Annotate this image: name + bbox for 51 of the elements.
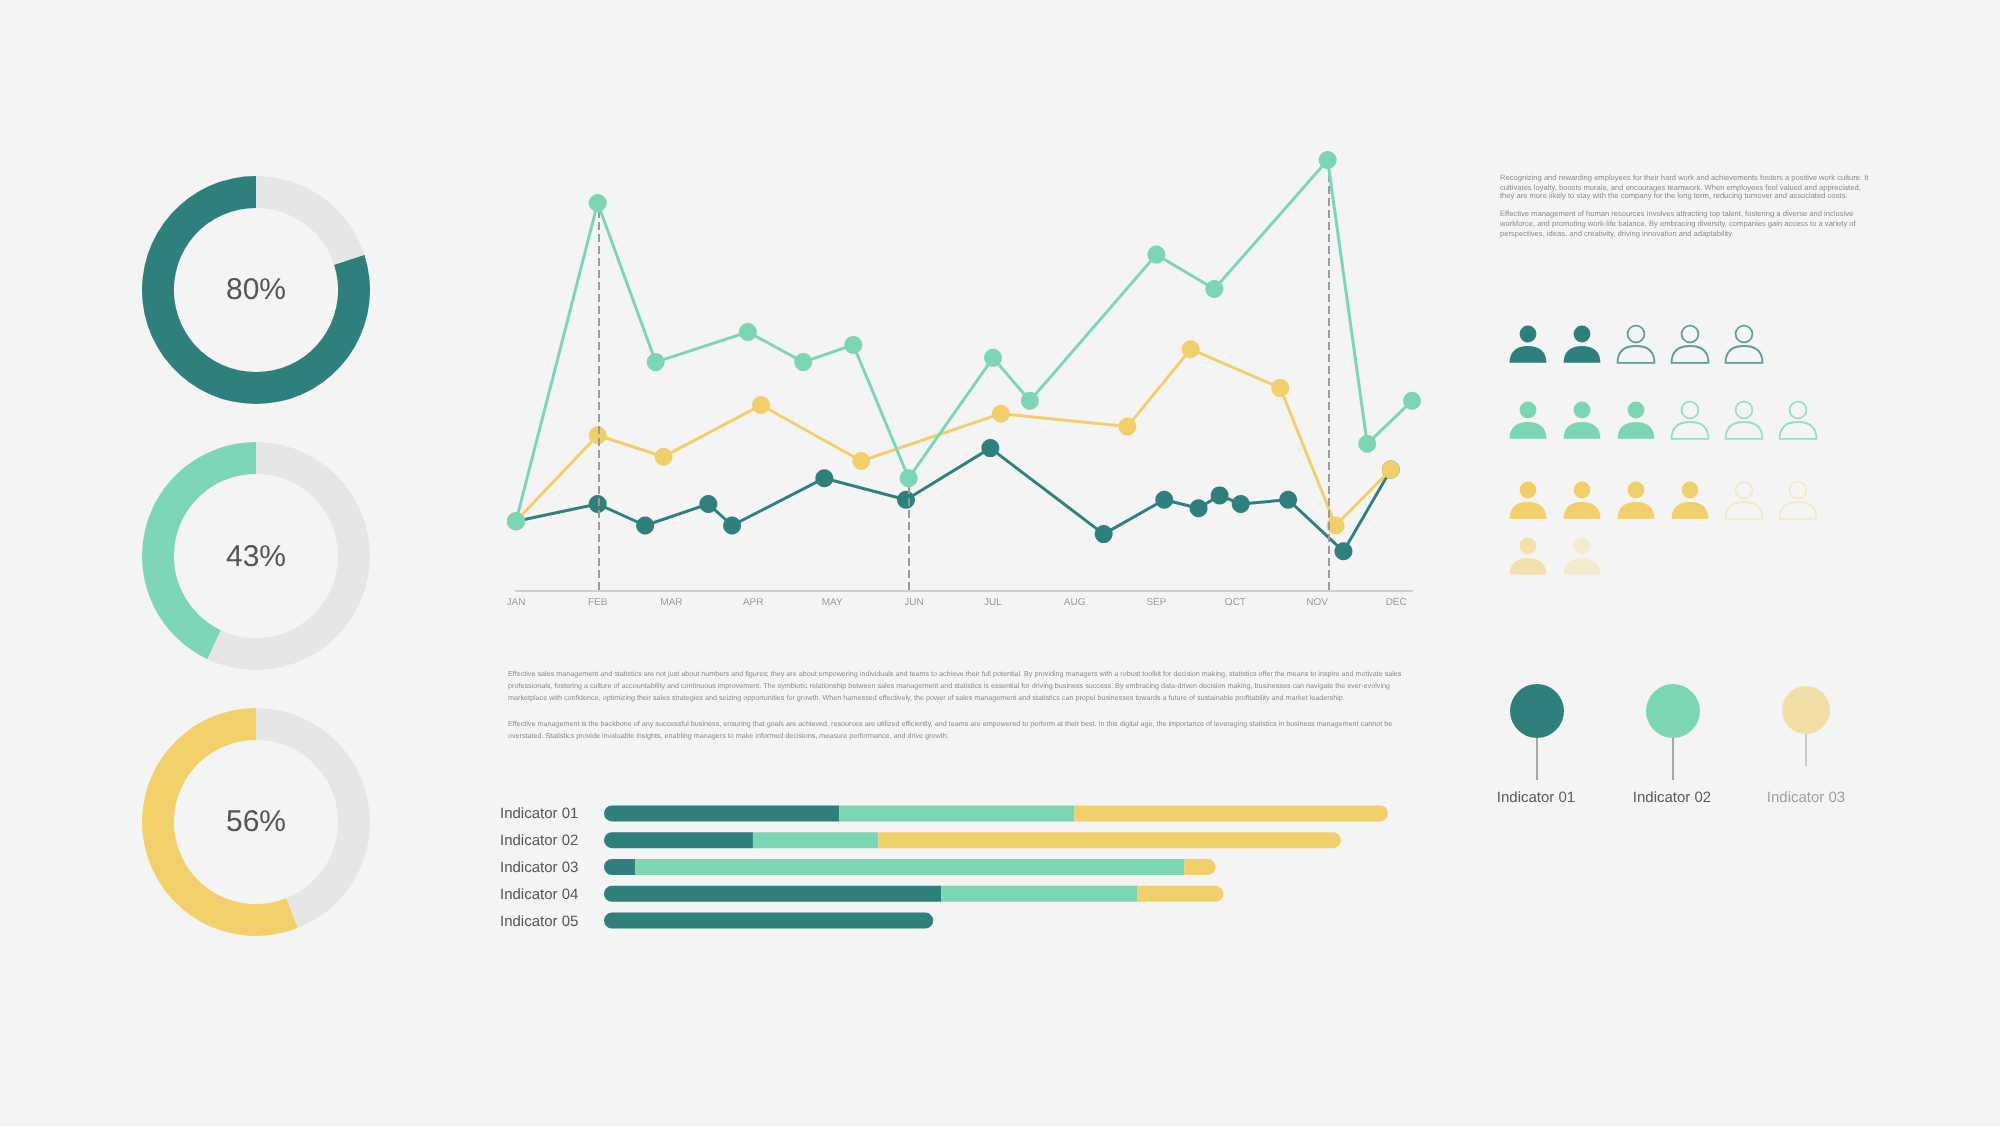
- point: [654, 447, 673, 466]
- data-label: 56%: [225, 805, 287, 839]
- point: [588, 495, 607, 513]
- point: [1334, 542, 1353, 561]
- point: [815, 469, 834, 488]
- bar: [604, 859, 636, 875]
- point: [897, 490, 916, 509]
- bar: [604, 805, 840, 822]
- point: [1181, 340, 1200, 359]
- point: [1189, 499, 1208, 518]
- point: [1147, 245, 1166, 264]
- point: [1358, 434, 1377, 453]
- point: [899, 469, 918, 488]
- point: [1094, 525, 1113, 544]
- point: [752, 396, 771, 415]
- bar: [1184, 859, 1216, 875]
- point: [852, 452, 871, 470]
- text: 43%: [225, 539, 287, 573]
- bar: [604, 912, 934, 929]
- point: [1210, 486, 1229, 505]
- point: [723, 516, 742, 535]
- point: [1118, 417, 1137, 436]
- point: [588, 194, 607, 212]
- point: [1271, 378, 1290, 397]
- point: [794, 353, 813, 372]
- data-label: 80%: [225, 273, 287, 307]
- point: [1326, 516, 1345, 535]
- bar: [878, 832, 1341, 849]
- bar: [941, 885, 1138, 902]
- bar: [1137, 885, 1224, 902]
- point: [1318, 151, 1337, 169]
- point: [738, 323, 757, 341]
- point: [991, 404, 1010, 423]
- point: [1231, 495, 1250, 513]
- point: [646, 353, 665, 372]
- bar: [604, 885, 942, 902]
- point: [699, 495, 718, 513]
- point: [981, 439, 1000, 458]
- bar: [752, 832, 879, 849]
- point: [1403, 391, 1421, 410]
- bar: [635, 859, 1185, 875]
- point: [1205, 280, 1224, 298]
- bar: [839, 805, 1075, 822]
- point: [1279, 490, 1298, 509]
- point: [844, 335, 863, 354]
- bar: [1074, 805, 1388, 822]
- point: [636, 516, 655, 535]
- point: [1155, 490, 1174, 509]
- point: [1020, 391, 1039, 410]
- point: [984, 348, 1002, 367]
- bar: [604, 832, 753, 849]
